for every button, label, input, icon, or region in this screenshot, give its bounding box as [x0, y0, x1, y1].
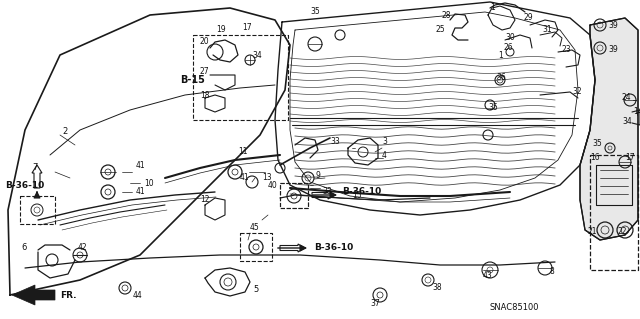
Text: 15: 15	[352, 190, 362, 199]
Text: 33: 33	[322, 188, 332, 197]
Text: 10: 10	[144, 179, 154, 188]
FancyArrow shape	[32, 165, 42, 188]
Text: 2: 2	[62, 128, 67, 137]
Text: 39: 39	[608, 21, 618, 31]
Text: 45: 45	[250, 224, 260, 233]
Text: 35: 35	[488, 103, 498, 113]
Text: 1: 1	[490, 4, 495, 12]
Polygon shape	[12, 285, 55, 305]
Text: 6: 6	[22, 243, 27, 253]
Text: 19: 19	[216, 26, 226, 34]
Text: 34: 34	[252, 50, 262, 60]
Text: 43: 43	[483, 271, 493, 280]
Bar	[280, 183, 308, 208]
Bar	[590, 155, 638, 270]
Text: B-36-10: B-36-10	[342, 188, 381, 197]
Text: 26: 26	[503, 43, 513, 53]
Text: B-36-10: B-36-10	[314, 243, 353, 253]
Text: 33: 33	[330, 137, 340, 146]
FancyArrow shape	[280, 244, 305, 252]
Text: 21: 21	[588, 227, 597, 236]
Text: 13: 13	[262, 174, 271, 182]
Bar	[193, 35, 288, 120]
Text: B-36-10: B-36-10	[5, 181, 44, 189]
Text: 24: 24	[622, 93, 632, 102]
Text: 3: 3	[382, 137, 387, 146]
Text: 9: 9	[316, 170, 321, 180]
Text: 32: 32	[572, 87, 582, 97]
Text: 25: 25	[435, 26, 445, 34]
Text: 37: 37	[370, 299, 380, 308]
Bar	[20, 196, 55, 224]
Bar	[240, 233, 272, 261]
Text: FR.: FR.	[60, 291, 77, 300]
Text: 14: 14	[633, 108, 640, 116]
Text: 30: 30	[505, 33, 515, 42]
Text: 28: 28	[442, 11, 451, 19]
Text: 44: 44	[133, 291, 143, 300]
Text: 8: 8	[550, 268, 555, 277]
Text: 27: 27	[200, 68, 210, 77]
Text: 11: 11	[239, 147, 248, 157]
Polygon shape	[580, 18, 638, 240]
Text: 7: 7	[33, 164, 38, 173]
FancyArrow shape	[312, 191, 335, 199]
Text: 4: 4	[382, 151, 387, 160]
Text: 17: 17	[625, 153, 635, 162]
Text: 41: 41	[240, 174, 250, 182]
Text: 34: 34	[622, 117, 632, 127]
Text: 31: 31	[542, 26, 552, 34]
Text: 18: 18	[200, 91, 209, 100]
Text: 22: 22	[618, 227, 627, 236]
Text: 41: 41	[136, 160, 146, 169]
Text: 35: 35	[592, 138, 602, 147]
Text: 23: 23	[562, 46, 572, 55]
Text: 41: 41	[136, 188, 146, 197]
Text: 39: 39	[608, 46, 618, 55]
Text: SNAC85100: SNAC85100	[490, 303, 540, 313]
Text: B-15: B-15	[180, 75, 205, 85]
Text: 29: 29	[524, 13, 534, 23]
Text: 1: 1	[498, 50, 503, 60]
Text: 38: 38	[432, 284, 442, 293]
Text: 17: 17	[242, 24, 252, 33]
Text: 20: 20	[200, 38, 210, 47]
Bar	[280, 183, 308, 208]
Text: 5: 5	[253, 286, 259, 294]
Text: 42: 42	[78, 243, 88, 253]
Text: 12: 12	[200, 196, 209, 204]
Text: 16: 16	[590, 153, 600, 162]
Text: 36: 36	[496, 73, 506, 83]
Text: 35: 35	[310, 8, 320, 17]
Text: 40: 40	[268, 181, 278, 189]
